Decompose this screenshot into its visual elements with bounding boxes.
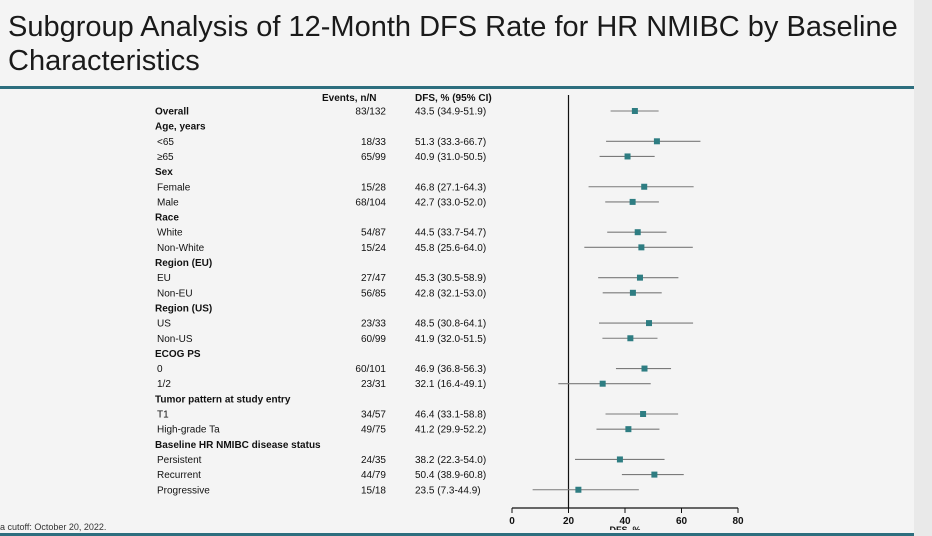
events-value: 44/79 xyxy=(361,470,386,481)
x-axis-label: DFS, % xyxy=(609,525,640,530)
subgroup-label: T1 xyxy=(157,410,169,421)
events-value: 23/31 xyxy=(361,379,386,390)
point-estimate xyxy=(624,153,631,160)
point-estimate xyxy=(627,335,634,342)
dfs-ci-value: 23.5 (7.3-44.9) xyxy=(415,485,481,496)
events-value: 23/33 xyxy=(361,319,386,330)
point-estimate xyxy=(640,411,647,417)
subgroup-label: <65 xyxy=(157,137,174,148)
dfs-ci-value: 32.1 (16.4-49.1) xyxy=(415,379,486,390)
data-cutoff-footnote: a cutoff: October 20, 2022. xyxy=(0,522,107,532)
events-value: 65/99 xyxy=(361,152,386,163)
dfs-ci-value: 38.2 (22.3-54.0) xyxy=(415,455,486,466)
subgroup-label: 1/2 xyxy=(157,379,171,390)
dfs-ci-value: 41.2 (29.9-52.2) xyxy=(415,425,486,436)
point-estimate xyxy=(616,456,623,463)
slide-title: Subgroup Analysis of 12-Month DFS Rate f… xyxy=(8,11,898,77)
subgroup-header: Sex xyxy=(155,167,173,178)
point-estimate xyxy=(575,486,582,493)
x-tick-label: 20 xyxy=(563,516,575,527)
point-estimate xyxy=(629,198,636,205)
dfs-ci-value: 50.4 (38.9-60.8) xyxy=(415,470,486,481)
subgroup-label: ≥65 xyxy=(157,152,174,163)
subgroup-label: White xyxy=(157,228,183,239)
title-divider xyxy=(0,86,914,89)
dfs-ci-value: 42.7 (33.0-52.0) xyxy=(415,197,486,208)
subgroup-label: Non-EU xyxy=(157,288,193,299)
x-tick-label: 40 xyxy=(619,516,631,527)
point-estimate xyxy=(641,183,648,190)
subgroup-label: High-grade Ta xyxy=(157,425,220,436)
dfs-ci-value: 48.5 (30.8-64.1) xyxy=(415,319,486,330)
events-value: 15/28 xyxy=(361,182,386,193)
events-column-header: Events, n/N xyxy=(322,93,376,104)
right-edge xyxy=(914,0,932,536)
bottom-divider xyxy=(0,533,932,536)
events-value: 60/99 xyxy=(361,334,386,345)
dfs-ci-value: 41.9 (32.0-51.5) xyxy=(415,334,486,345)
dfs-ci-value: 46.9 (36.8-56.3) xyxy=(415,364,486,375)
dfs-ci-value: 45.8 (25.6-64.0) xyxy=(415,243,486,254)
dfs-column-header: DFS, % (95% CI) xyxy=(415,93,492,104)
subgroup-header: Region (US) xyxy=(155,303,212,314)
point-estimate xyxy=(631,108,638,114)
dfs-ci-value: 42.8 (32.1-53.0) xyxy=(415,288,486,299)
subgroup-header: Race xyxy=(155,213,179,224)
events-value: 83/132 xyxy=(355,107,386,118)
subgroup-header: Age, years xyxy=(155,122,206,133)
x-tick-label: 60 xyxy=(676,516,688,527)
events-value: 34/57 xyxy=(361,410,386,421)
events-value: 15/24 xyxy=(361,243,386,254)
point-estimate xyxy=(599,380,606,387)
events-value: 60/101 xyxy=(355,364,386,375)
subgroup-label: Persistent xyxy=(157,455,202,466)
subgroup-header: ECOG PS xyxy=(155,349,201,360)
events-value: 56/85 xyxy=(361,288,386,299)
point-estimate xyxy=(646,320,653,327)
point-estimate xyxy=(634,229,641,236)
events-value: 68/104 xyxy=(355,197,386,208)
subgroup-header: Overall xyxy=(155,107,189,118)
point-estimate xyxy=(625,426,632,433)
events-value: 54/87 xyxy=(361,228,386,239)
events-value: 49/75 xyxy=(361,425,386,436)
events-value: 15/18 xyxy=(361,485,386,496)
subgroup-header: Tumor pattern at study entry xyxy=(155,394,291,405)
dfs-ci-value: 43.5 (34.9-51.9) xyxy=(415,107,486,118)
forest-plot: Events, n/N DFS, % (95% CI) Overall 83/132 4… xyxy=(155,93,744,530)
subgroup-label: Recurrent xyxy=(157,470,201,481)
point-estimate xyxy=(636,274,643,281)
point-estimate xyxy=(653,138,660,145)
subgroup-label: Non-White xyxy=(157,243,205,254)
dfs-ci-value: 44.5 (33.7-54.7) xyxy=(415,228,486,239)
dfs-ci-value: 46.8 (27.1-64.3) xyxy=(415,182,486,193)
subgroup-label: 0 xyxy=(157,364,163,375)
subgroup-label: US xyxy=(157,319,171,330)
subgroup-label: Non-US xyxy=(157,334,193,345)
events-value: 18/33 xyxy=(361,137,386,148)
dfs-ci-value: 40.9 (31.0-50.5) xyxy=(415,152,486,163)
subgroup-label: Male xyxy=(157,197,179,208)
events-value: 24/35 xyxy=(361,455,386,466)
subgroup-label: Progressive xyxy=(157,485,210,496)
point-estimate xyxy=(641,365,648,372)
point-estimate xyxy=(629,289,636,296)
subgroup-label: EU xyxy=(157,273,171,284)
subgroup-header: Region (EU) xyxy=(155,258,212,269)
subgroup-label: Female xyxy=(157,182,191,193)
point-estimate xyxy=(651,471,658,478)
x-tick-label: 80 xyxy=(732,516,744,527)
dfs-ci-value: 45.3 (30.5-58.9) xyxy=(415,273,486,284)
dfs-ci-value: 51.3 (33.3-66.7) xyxy=(415,137,486,148)
dfs-ci-value: 46.4 (33.1-58.8) xyxy=(415,410,486,421)
point-estimate xyxy=(638,244,645,251)
events-value: 27/47 xyxy=(361,273,386,284)
subgroup-header: Baseline HR NMIBC disease status xyxy=(155,440,321,451)
x-tick-label: 0 xyxy=(509,516,515,527)
